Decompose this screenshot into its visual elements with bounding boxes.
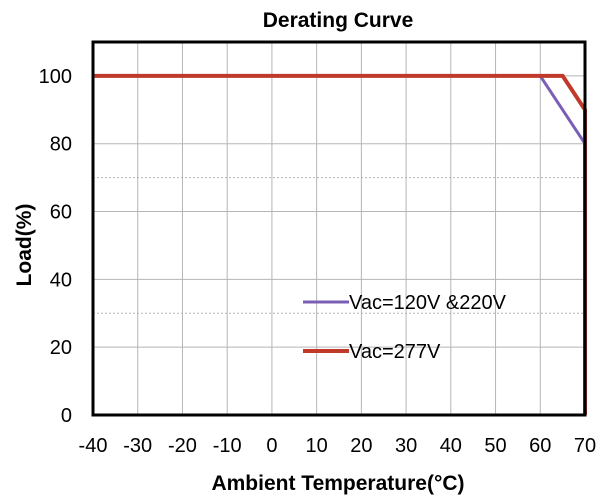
x-tick-label: 70 <box>574 435 596 457</box>
grid <box>93 42 585 415</box>
x-tick-label: 60 <box>529 435 551 457</box>
legend-label-series-1: Vac=120V &220V <box>349 292 507 314</box>
x-tick-label: 0 <box>266 435 277 457</box>
y-tick-labels: 0 20 40 60 80 100 <box>39 66 72 427</box>
chart-title: Derating Curve <box>263 9 414 32</box>
x-tick-label: 10 <box>306 435 328 457</box>
x-tick-label: 40 <box>440 435 462 457</box>
x-tick-label: 50 <box>484 435 506 457</box>
x-tick-label: -30 <box>123 435 152 457</box>
series-line-2 <box>93 73 587 415</box>
x-tick-label: -10 <box>213 435 242 457</box>
plot-frame <box>91 40 587 417</box>
y-tick-label: 60 <box>50 202 72 224</box>
series-line-1 <box>539 75 587 145</box>
y-tick-label: 20 <box>50 337 72 359</box>
y-tick-label: 80 <box>50 134 72 156</box>
x-tick-label: 20 <box>350 435 372 457</box>
series-group <box>93 73 587 415</box>
x-tick-label: -40 <box>79 435 108 457</box>
x-axis-label: Ambient Temperature(°C) <box>211 472 464 495</box>
x-tick-label: 30 <box>395 435 417 457</box>
y-tick-label: 0 <box>61 405 72 427</box>
x-tick-labels: -40 -30 -20 -10 0 10 20 30 40 50 60 70 <box>79 435 597 457</box>
y-tick-label: 40 <box>50 269 72 291</box>
legend: Vac=120V &220V Vac=277V <box>303 292 507 363</box>
x-tick-label: -20 <box>168 435 197 457</box>
y-tick-label: 100 <box>39 66 72 88</box>
y-axis-label: Load(%) <box>13 204 36 287</box>
legend-label-series-2: Vac=277V <box>349 341 441 363</box>
